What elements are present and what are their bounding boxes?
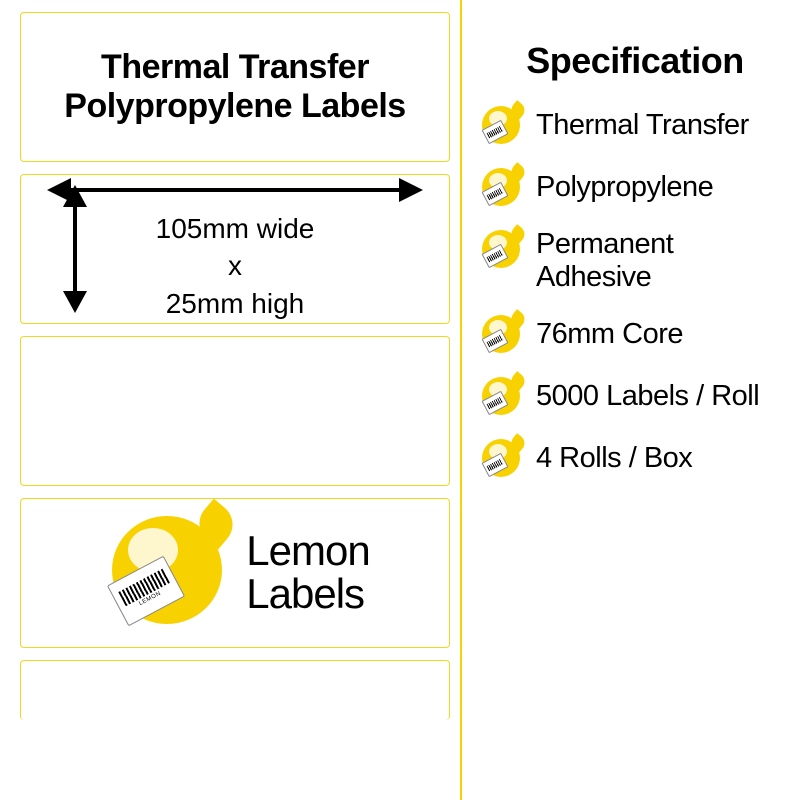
lemon-bullet-icon xyxy=(480,228,524,272)
partial-label-block xyxy=(20,660,450,720)
lemon-bullet-icon xyxy=(480,166,524,210)
product-title-block: Thermal Transfer Polypropylene Labels xyxy=(20,12,450,162)
brand-text: Lemon Labels xyxy=(246,530,369,616)
spec-item-label: Permanent Adhesive xyxy=(536,228,673,295)
lemon-bullet-icon xyxy=(480,104,524,148)
spec-item: 5000 Labels / Roll xyxy=(480,375,790,419)
lemon-logo-icon: LEMON xyxy=(100,508,230,638)
spec-item-line2: Adhesive xyxy=(536,261,651,293)
height-label: 25mm high xyxy=(166,288,305,319)
spec-item-label: 4 Rolls / Box xyxy=(536,442,692,475)
lemon-bullet-icon xyxy=(480,313,524,357)
spec-item-label: 5000 Labels / Roll xyxy=(536,380,759,413)
spec-item-label: Thermal Transfer xyxy=(536,109,749,142)
spec-item-line1: Permanent xyxy=(536,228,673,260)
dimension-text: 105mm wide x 25mm high xyxy=(156,210,315,323)
spec-title: Specification xyxy=(480,40,790,82)
width-label: 105mm wide xyxy=(156,213,315,244)
separator: x xyxy=(228,250,242,281)
specification-panel: Specification Thermal Transfer Polypropy… xyxy=(460,0,800,800)
lemon-bullet-icon xyxy=(480,437,524,481)
dimensions-block: 105mm wide x 25mm high xyxy=(20,174,450,324)
empty-label-block xyxy=(20,336,450,486)
spec-item: Permanent Adhesive xyxy=(480,228,790,295)
spec-item: Thermal Transfer xyxy=(480,104,790,148)
brand-line2: Labels xyxy=(246,570,364,617)
left-panel: Thermal Transfer Polypropylene Labels 10… xyxy=(0,0,460,800)
spec-item: 76mm Core xyxy=(480,313,790,357)
spec-item-label: Polypropylene xyxy=(536,171,713,204)
spec-item: Polypropylene xyxy=(480,166,790,210)
lemon-bullet-icon xyxy=(480,375,524,419)
brand-line1: Lemon xyxy=(246,527,369,574)
horizontal-dimension-arrow xyxy=(47,175,424,206)
product-title: Thermal Transfer Polypropylene Labels xyxy=(21,48,449,126)
spec-item-label: 76mm Core xyxy=(536,318,683,351)
brand-block: LEMON Lemon Labels xyxy=(20,498,450,648)
spec-item: 4 Rolls / Box xyxy=(480,437,790,481)
